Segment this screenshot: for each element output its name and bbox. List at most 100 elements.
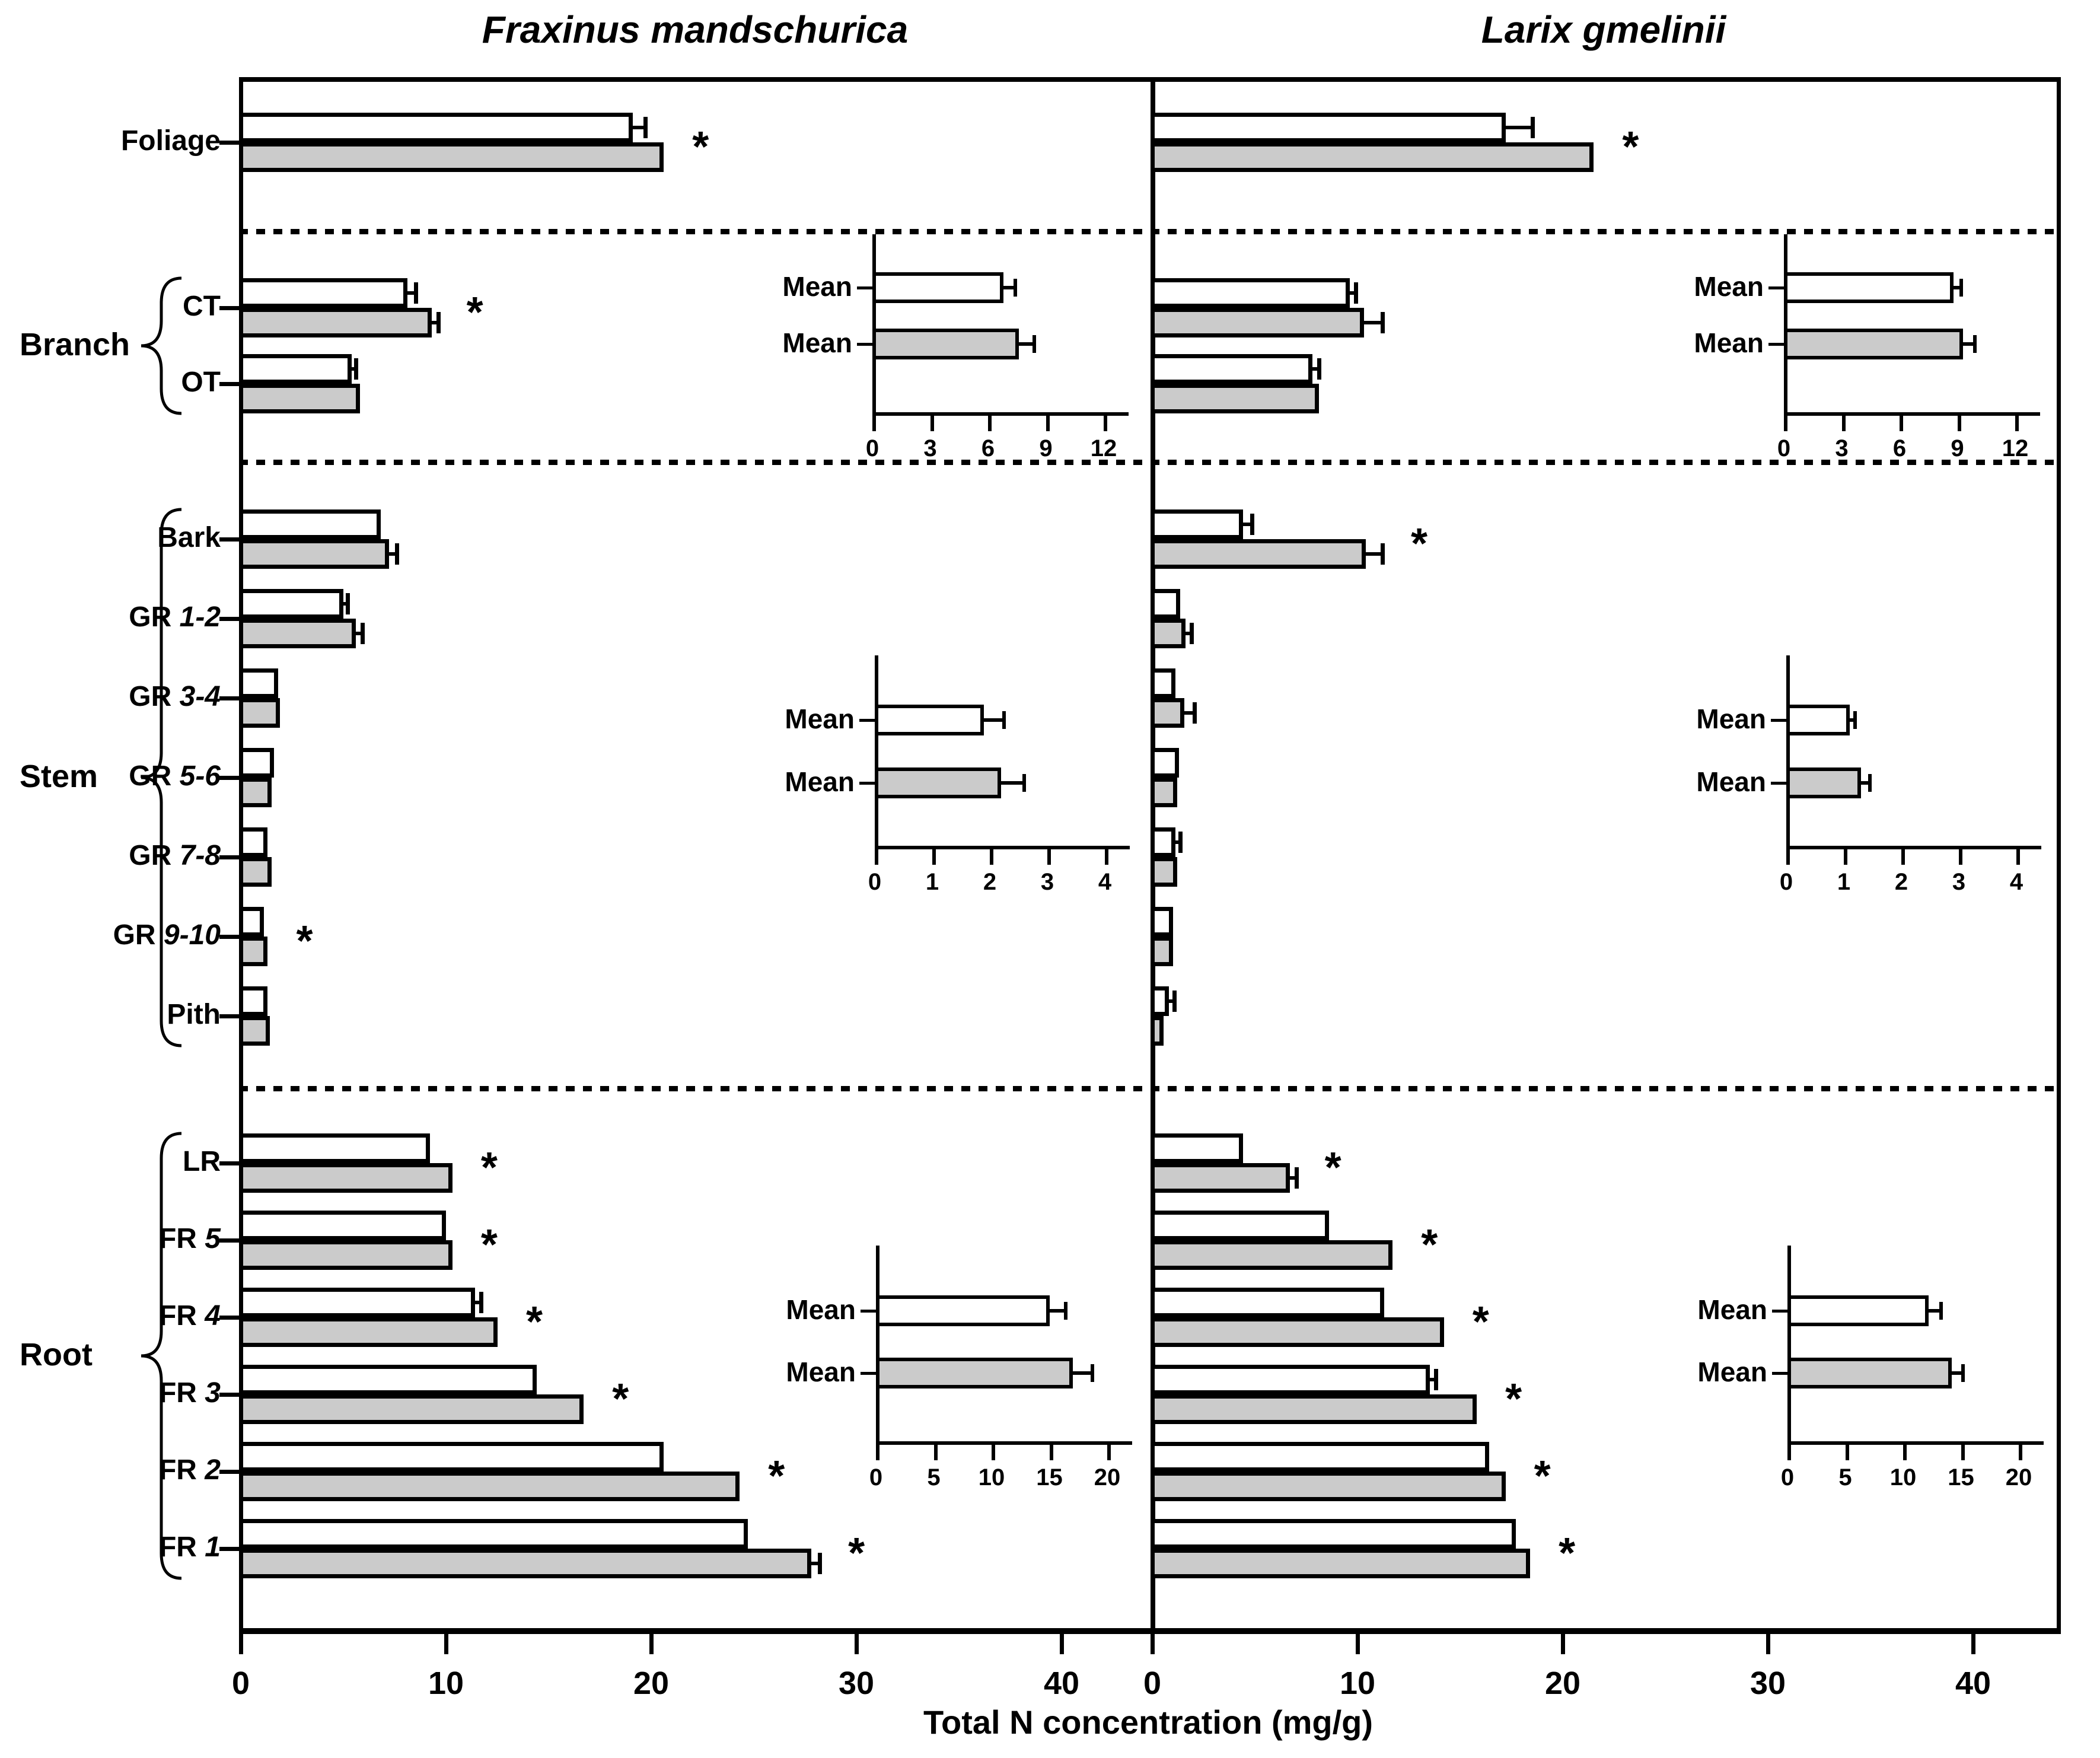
error-bar-stem: [1290, 1176, 1296, 1180]
error-bar-cap: [1190, 623, 1194, 644]
error-bar-cap: [1380, 312, 1385, 333]
bar-open: [1151, 1519, 1516, 1549]
inset-mean-tick: [1768, 343, 1784, 346]
inset-x-tick-label: 10: [1889, 1464, 1917, 1491]
inset-x-axis: [876, 1441, 1132, 1445]
inset-mean-tick: [1771, 782, 1786, 785]
category-tick: [219, 537, 239, 542]
inset-x-tick-label: 3: [1835, 435, 1849, 461]
inset-bar-filled: [872, 329, 1019, 359]
x-tick-label: 20: [633, 1665, 670, 1701]
x-axis-tick: [1356, 1634, 1360, 1654]
category-label: OT: [181, 367, 221, 398]
category-tick: [219, 1316, 239, 1320]
bar-open: [239, 509, 381, 539]
error-bar-stem: [343, 602, 348, 606]
x-axis-tick: [239, 1634, 243, 1654]
category-label: LR: [183, 1146, 221, 1177]
inset-error-cap: [1002, 711, 1006, 729]
bar-filled: [239, 1472, 740, 1501]
inset-error-stem: [984, 718, 1005, 722]
error-bar-stem: [1185, 632, 1192, 635]
x-axis-tick: [1151, 1634, 1155, 1654]
x-axis-tick: [855, 1634, 859, 1654]
inset-bar-open: [1786, 705, 1850, 735]
error-bar-cap: [1380, 543, 1385, 565]
error-bar-cap: [1317, 358, 1321, 380]
inset-mean-tick: [1771, 719, 1786, 722]
inset-bar-filled: [875, 767, 1002, 798]
category-label-italic: 2: [205, 1454, 221, 1486]
bar-open: [1151, 827, 1175, 857]
inset-error-stem: [1049, 1309, 1066, 1313]
inset-mean-tick: [1768, 286, 1784, 289]
category-label: CT: [183, 291, 221, 322]
significance-asterisk: *: [1505, 1375, 1522, 1423]
inset-bar-open: [875, 705, 984, 735]
significance-asterisk: *: [1622, 123, 1639, 171]
error-bar-stem: [1175, 840, 1181, 844]
inset-error-stem: [1001, 781, 1025, 785]
inset-x-tick: [1901, 849, 1905, 865]
bar-open: [1151, 1288, 1385, 1317]
category-tick: [219, 1470, 239, 1474]
inset-x-tick-label: 0: [868, 869, 882, 895]
bar-open: [1151, 1442, 1489, 1472]
inset-x-tick: [988, 416, 992, 431]
category-label-text: GR: [129, 601, 180, 633]
bar-open: [239, 354, 352, 384]
inset-x-tick-label: 12: [1090, 435, 1117, 461]
category-tick: [219, 382, 239, 386]
inset-x-tick-label: 2: [983, 869, 997, 895]
inset-mean-label: Mean: [1694, 327, 1764, 358]
error-bar-cap: [354, 358, 359, 380]
error-bar-stem: [356, 632, 362, 635]
inset-error-cap: [1868, 774, 1872, 792]
category-label-italic: 1-2: [179, 601, 221, 633]
significance-asterisk: *: [480, 1144, 498, 1192]
category-label-italic: 3-4: [179, 681, 221, 712]
panel-title-right: Larix gmelinii: [1481, 8, 1726, 51]
category-label: Bark: [157, 522, 221, 553]
brace-stem: [141, 508, 182, 1047]
x-axis-tick: [444, 1634, 448, 1654]
inset-y-axis: [1787, 1246, 1791, 1445]
category-label-text: GR: [129, 840, 180, 871]
error-bar-cap: [1250, 514, 1255, 535]
category-tick: [219, 1014, 239, 1018]
inset-mean-tick: [857, 343, 872, 346]
error-bar-stem: [811, 1562, 820, 1565]
bar-open: [239, 1519, 748, 1549]
inset-mean-label: Mean: [1694, 271, 1764, 302]
category-label: GR 1-2: [0, 601, 221, 633]
bar-open: [1151, 1211, 1330, 1240]
inset-x-tick: [1900, 416, 1903, 431]
inset-x-tick-label: 15: [1036, 1464, 1063, 1491]
inset-x-tick-label: 4: [1098, 869, 1112, 895]
x-axis-tick: [1561, 1634, 1565, 1654]
inset-x-tick-label: 3: [1040, 869, 1054, 895]
bar-filled: [239, 619, 356, 648]
bar-open: [1151, 278, 1350, 308]
plot-top-border: [239, 77, 2061, 82]
bar-filled: [1151, 778, 1177, 807]
category-tick: [219, 855, 239, 859]
inset-x-tick-label: 2: [1894, 869, 1908, 895]
bar-open: [239, 827, 268, 857]
error-bar-stem: [1505, 126, 1532, 129]
inset-x-tick-label: 0: [1777, 435, 1791, 461]
significance-asterisk: *: [525, 1298, 543, 1346]
inset-x-tick: [872, 416, 876, 431]
inset-bar-filled: [1787, 1358, 1952, 1388]
error-bar-stem: [1184, 711, 1195, 715]
category-tick: [219, 617, 239, 621]
significance-asterisk: *: [466, 289, 483, 336]
section-divider-dotted-2: [239, 1086, 2057, 1091]
inset-bar-open: [1784, 272, 1954, 303]
inset-x-tick: [990, 849, 993, 865]
inset-x-tick-label: 4: [2009, 869, 2023, 895]
group-label-branch: Branch: [20, 327, 130, 362]
error-bar-cap: [360, 623, 365, 644]
category-label-italic: 4: [205, 1300, 221, 1332]
